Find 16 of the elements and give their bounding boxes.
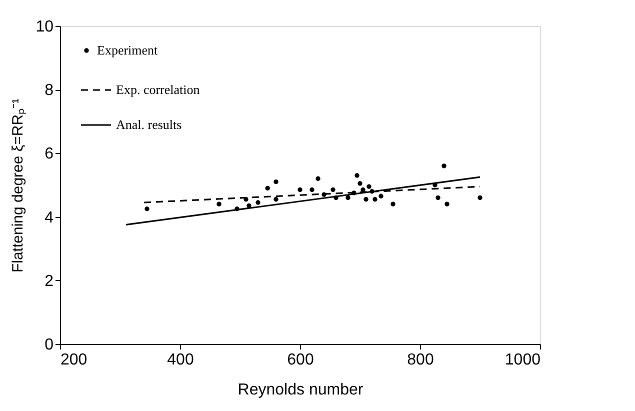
legend-label: Exp. correlation: [116, 82, 200, 97]
y-tick-label: 8: [44, 82, 54, 100]
x-tick-label: 800: [407, 352, 434, 368]
x-tick-label: 1000: [504, 352, 541, 368]
legend-label: Anal. results: [116, 117, 182, 132]
y-axis-title: Flattening degree ξ=RRₚ⁻¹: [10, 98, 27, 273]
x-tick-label: 200: [60, 352, 88, 368]
y-tick-label: 6: [44, 146, 54, 163]
y-tick-label: 2: [44, 272, 54, 290]
y-tick-label: 0: [44, 336, 54, 354]
x-tick-label: 600: [287, 352, 314, 368]
legend-label: Experiment: [97, 42, 158, 58]
x-axis-title: Reynolds number: [238, 382, 364, 398]
x-tick-label: 400: [167, 352, 194, 368]
y-tick-label: 4: [44, 209, 54, 226]
y-tick-label: 10: [36, 18, 54, 36]
